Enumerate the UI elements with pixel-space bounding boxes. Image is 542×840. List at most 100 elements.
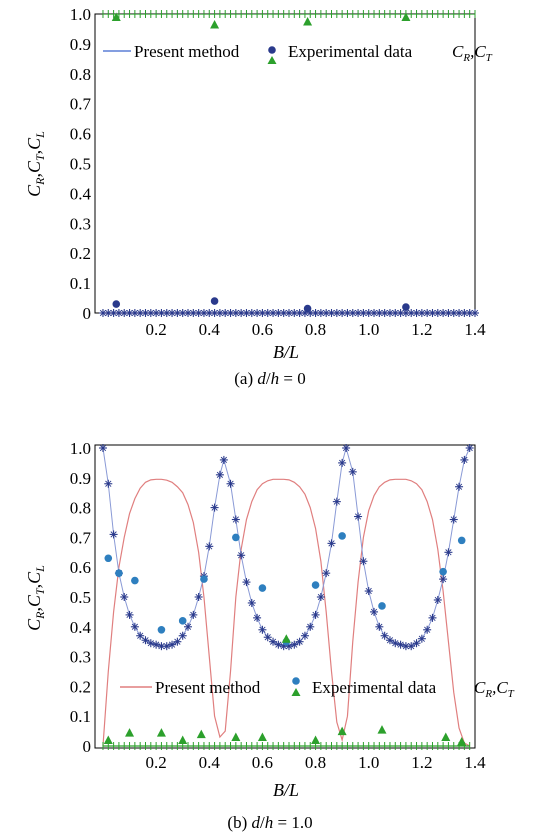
y-tick-label: 0.2 [70,244,91,263]
data-point-star [423,625,432,634]
data-point-star [237,309,246,317]
data-point-star [178,631,187,640]
y-tick-label: 0 [83,737,92,756]
data-point-circle [311,581,320,589]
legend-label-present: Present method [155,678,261,697]
y-tick-label: 1.0 [70,439,91,458]
data-point-star [253,309,262,317]
data-point-star [460,455,469,464]
data-point-star [152,309,161,317]
data-point-triangle [401,12,411,21]
data-point-triangle [303,16,313,26]
y-tick-label: 0.4 [70,618,92,637]
x-tick-label: 1.4 [464,320,486,339]
data-point-circle [178,617,187,625]
data-point-triangle [377,725,387,734]
x-axis-label-a: B/L [273,342,299,362]
data-point-star [359,557,368,566]
data-point-star [465,444,474,452]
data-point-star [359,309,368,317]
data-point-star [194,593,203,601]
data-point-star [219,455,228,464]
data-point-star [231,309,240,317]
data-point-star [327,539,336,548]
series-line-cr [102,446,471,647]
caption-b: (b) d/h = 1.0 [227,813,312,832]
data-point-star [471,309,479,317]
x-axis-label-b: B/L [273,780,299,800]
x-tick-label: 0.4 [199,753,221,772]
data-point-star [152,640,161,649]
data-point-star [242,578,251,587]
data-point-triangle [337,726,347,736]
legend-label-experimental: Experimental data [288,42,413,61]
legend-marker-ct [267,56,277,64]
data-point-star [439,309,448,317]
y-tick-label: 0.3 [70,648,91,667]
data-point-circle [258,584,267,592]
data-point-circle [210,297,219,305]
data-point-circle [157,625,166,634]
data-point-circle [439,567,447,576]
data-point-star [380,631,389,640]
y-tick-label: 0.3 [70,214,91,233]
data-point-triangle [311,735,321,745]
data-point-circle [112,300,121,308]
data-point-circle [338,532,346,540]
data-point-star [455,482,464,491]
data-point-triangle [103,735,113,745]
data-point-triangle [457,737,467,746]
data-point-star [444,548,453,557]
data-point-star [168,640,177,649]
plot-frame-b [94,444,476,749]
data-point-star [269,637,278,646]
x-tick-labels-a: 0.2 0.4 0.6 0.8 1.0 1.2 1.4 [145,320,486,339]
data-point-star [354,512,363,521]
data-point-star [189,610,198,619]
data-point-star [316,593,325,601]
y-tick-label: 0.8 [70,499,91,518]
data-point-star [300,631,309,640]
y-tick-label: 0.7 [70,528,92,547]
data-point-star [385,309,394,317]
y-tick-label: 0.7 [70,95,92,114]
data-point-star [109,530,118,539]
data-point-star [428,613,437,622]
data-point-star [274,640,283,649]
legend-symbols-crct: CR,CT [474,678,515,700]
y-tick-label: 0.1 [70,707,91,726]
data-point-star [311,610,320,619]
data-point-star [412,639,421,648]
data-point-star [146,309,155,317]
data-point-star [98,444,107,452]
x-tick-label: 0.2 [145,753,166,772]
data-point-circle [131,576,139,585]
data-point-star [391,309,400,317]
data-point-star [295,637,304,646]
data-point-star [417,309,426,317]
y-axis-label-b: CR,CT,CL [24,565,47,631]
data-point-star [338,458,347,467]
legend-marker-cr [292,677,300,685]
data-point-star [237,551,246,560]
x-tick-label: 0.6 [252,753,273,772]
data-point-triangle [231,732,241,742]
legend-b: Present method Experimental data CR,CT [120,677,515,700]
data-point-star [263,633,272,642]
series-markers-a [98,10,479,317]
data-point-star [290,640,299,649]
data-point-circle [200,575,208,583]
data-point-star [375,622,384,631]
x-tick-labels-b: 0.2 0.4 0.6 0.8 1.0 1.2 1.4 [145,753,486,772]
series-lines-b [102,446,471,747]
y-tick-labels-b: 0 0.1 0.2 0.3 0.4 0.5 0.6 0.7 0.8 0.9 1.0 [70,439,92,756]
data-point-circle [115,569,123,577]
data-point-star [130,309,139,317]
data-point-triangle [281,634,291,643]
y-tick-label: 0.6 [70,125,91,144]
data-point-star [109,309,118,317]
data-point-star [407,642,416,651]
data-point-star [385,636,394,645]
data-point-star [184,622,193,631]
